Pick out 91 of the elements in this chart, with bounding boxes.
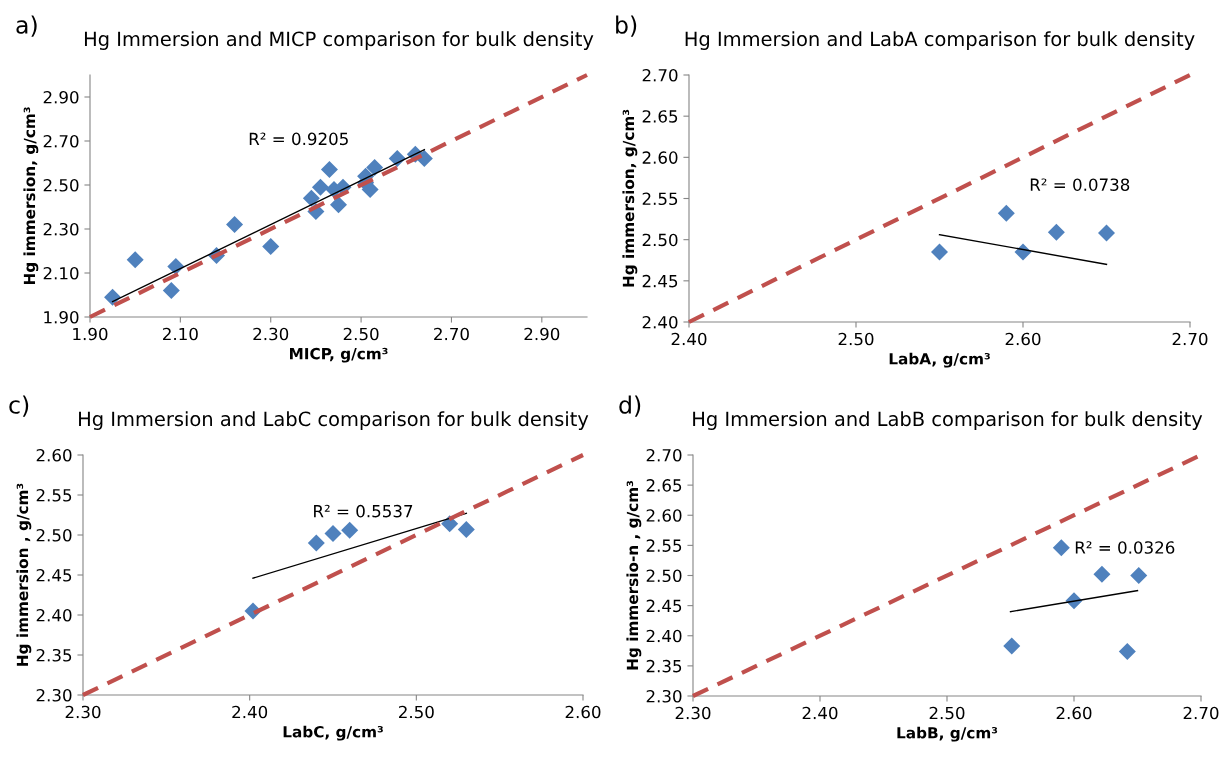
point bbox=[1118, 642, 1136, 660]
y-tick-label: 1.90 bbox=[44, 310, 79, 324]
x-tick-label: 2.30 bbox=[65, 705, 101, 719]
point bbox=[262, 238, 280, 256]
y-tick-label: 2.40 bbox=[36, 608, 72, 622]
y-axis-title: Hg immersion, g/cm³ bbox=[622, 109, 638, 287]
point bbox=[307, 534, 325, 552]
y-tick-label: 2.40 bbox=[646, 629, 682, 643]
y-tick-label: 2.30 bbox=[646, 689, 682, 703]
chart-title: Hg Immersion and LabC comparison for bulk density bbox=[79, 411, 589, 430]
text: a) bbox=[16, 15, 37, 37]
point bbox=[1097, 224, 1116, 242]
y-tick-label: 2.70 bbox=[43, 134, 79, 148]
text: d) bbox=[619, 395, 641, 417]
x-tick-label: 2.10 bbox=[163, 327, 198, 341]
annotation: R² = 0.9205 bbox=[249, 132, 348, 146]
y-tick-label: 2.60 bbox=[642, 151, 678, 164]
annotation: R² = 0.0326 bbox=[1075, 541, 1175, 554]
y-tick-label: 2.35 bbox=[36, 648, 72, 662]
y-tick-label: 2.55 bbox=[646, 539, 682, 552]
point bbox=[302, 189, 320, 207]
point bbox=[1047, 223, 1065, 241]
x-tick-label: 2.30 bbox=[253, 327, 289, 341]
y-tick-label: 2.50 bbox=[642, 233, 678, 247]
x-tick-label: 2.70 bbox=[434, 327, 469, 341]
y-tick-label: 2.45 bbox=[36, 568, 72, 582]
x-tick-label: 2.50 bbox=[343, 327, 379, 341]
x-tick-label: 2.60 bbox=[565, 705, 601, 719]
point bbox=[311, 178, 329, 196]
x-tick-label: 2.70 bbox=[1172, 332, 1208, 346]
y-axis-title: Hg immersio-n , g/cm³ bbox=[626, 480, 642, 670]
x-tick-label: 2.50 bbox=[929, 706, 965, 720]
point bbox=[104, 288, 122, 306]
point bbox=[1130, 566, 1148, 585]
y-tick-label: 2.55 bbox=[642, 192, 678, 206]
x-axis-title: LabA, g/cm³ bbox=[889, 352, 990, 368]
point bbox=[341, 521, 359, 539]
point bbox=[930, 243, 949, 261]
point bbox=[162, 282, 180, 300]
point bbox=[320, 161, 338, 179]
y-axis-title: Hg immersion , g/cm³ bbox=[16, 483, 32, 666]
x-axis-title: LabB, g/cm³ bbox=[897, 726, 998, 742]
x-tick-label: 2.60 bbox=[1056, 706, 1092, 720]
y-tick-label: 2.60 bbox=[36, 448, 72, 462]
y-tick-label: 2.90 bbox=[43, 90, 79, 104]
annotation: R² = 0.0738 bbox=[1030, 178, 1130, 191]
point bbox=[329, 196, 348, 214]
y-tick-label: 2.50 bbox=[43, 178, 79, 192]
x-tick-label: 2.40 bbox=[802, 706, 838, 720]
y-tick-label: 2.50 bbox=[646, 569, 682, 583]
point bbox=[997, 204, 1015, 222]
annotation: R² = 0.5537 bbox=[314, 504, 413, 518]
chart-title: Hg Immersion and LabA comparison for bulk density bbox=[685, 31, 1195, 50]
x-tick-label: 1.90 bbox=[73, 327, 108, 341]
y-tick-label: 2.35 bbox=[646, 659, 682, 673]
y-tick-label: 2.65 bbox=[646, 479, 682, 492]
x-axis-title: MICP, g/cm³ bbox=[290, 347, 388, 363]
x-tick-label: 2.40 bbox=[671, 332, 707, 346]
point bbox=[1003, 637, 1021, 655]
x-tick-label: 2.70 bbox=[1183, 706, 1219, 720]
y-tick-label: 2.10 bbox=[43, 266, 79, 280]
point bbox=[324, 524, 342, 542]
y-tick-label: 2.50 bbox=[36, 528, 72, 542]
point bbox=[226, 216, 244, 234]
point bbox=[1052, 539, 1070, 557]
y-tick-label: 2.70 bbox=[646, 448, 682, 462]
y-tick-label: 2.70 bbox=[642, 68, 678, 82]
y-tick-label: 2.55 bbox=[36, 488, 72, 502]
text: b) bbox=[616, 15, 637, 37]
x-tick-label: 2.40 bbox=[232, 705, 268, 719]
x-tick-label: 2.60 bbox=[1005, 332, 1041, 346]
y-tick-label: 2.60 bbox=[646, 509, 682, 522]
x-tick-label: 2.50 bbox=[838, 332, 874, 346]
point bbox=[457, 520, 475, 538]
point bbox=[366, 158, 384, 176]
x-axis-title: LabC, g/cm³ bbox=[283, 725, 383, 741]
y-tick-label: 2.45 bbox=[646, 599, 682, 613]
point bbox=[126, 251, 144, 269]
point bbox=[1093, 565, 1111, 583]
y-tick-label: 2.65 bbox=[642, 110, 678, 123]
y-tick-label: 2.30 bbox=[43, 222, 79, 236]
chart-title: Hg Immersion and LabB comparison for bulk density bbox=[693, 411, 1203, 430]
x-tick-label: 2.90 bbox=[524, 327, 560, 341]
x-tick-label: 2.30 bbox=[675, 706, 711, 720]
y-axis-title: Hg immersion, g/cm³ bbox=[23, 107, 39, 285]
y-tick-label: 2.45 bbox=[642, 274, 678, 288]
y-tick-label: 2.30 bbox=[36, 688, 72, 702]
y-tick-label: 2.40 bbox=[642, 315, 678, 329]
chart-title: Hg Immersion and MICP comparison for bulk density bbox=[84, 31, 594, 50]
x-tick-label: 2.50 bbox=[399, 705, 434, 719]
text: c) bbox=[9, 395, 29, 417]
